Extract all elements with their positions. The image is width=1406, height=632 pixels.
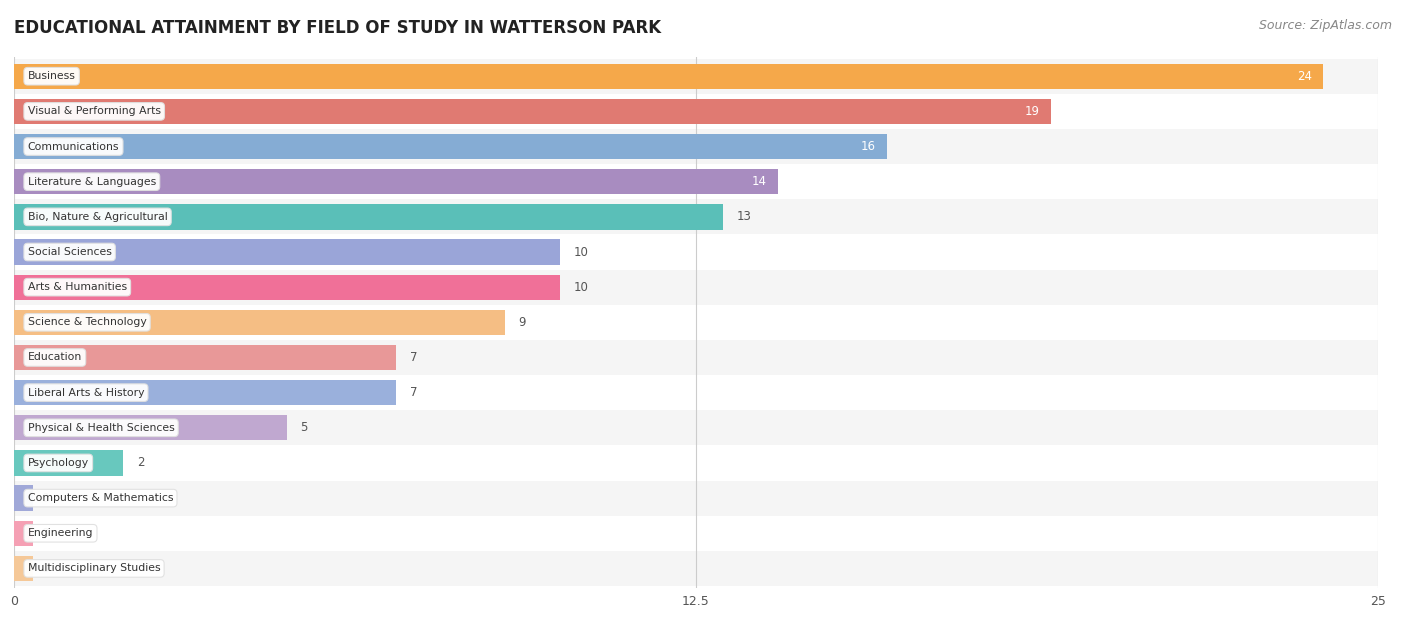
Text: Business: Business: [28, 71, 76, 82]
Bar: [14, 551, 1378, 586]
Text: Science & Technology: Science & Technology: [28, 317, 146, 327]
Text: Psychology: Psychology: [28, 458, 89, 468]
Text: Multidisciplinary Studies: Multidisciplinary Studies: [28, 563, 160, 573]
Bar: [14, 240, 560, 265]
Bar: [14, 450, 124, 476]
Text: Education: Education: [28, 353, 82, 363]
Text: Bio, Nature & Agricultural: Bio, Nature & Agricultural: [28, 212, 167, 222]
Bar: [14, 169, 778, 195]
Bar: [14, 410, 1378, 446]
Bar: [14, 204, 723, 229]
Bar: [14, 380, 396, 405]
Bar: [14, 375, 1378, 410]
Text: 9: 9: [519, 316, 526, 329]
Text: 10: 10: [574, 281, 588, 294]
Bar: [14, 270, 1378, 305]
Text: Social Sciences: Social Sciences: [28, 247, 111, 257]
Bar: [14, 521, 34, 546]
Text: Communications: Communications: [28, 142, 120, 152]
Text: 0: 0: [41, 526, 49, 540]
Text: 19: 19: [1025, 105, 1039, 118]
Bar: [14, 480, 1378, 516]
Bar: [14, 164, 1378, 199]
Bar: [14, 129, 1378, 164]
Text: Liberal Arts & History: Liberal Arts & History: [28, 387, 145, 398]
Text: 0: 0: [41, 492, 49, 504]
Bar: [14, 134, 887, 159]
Bar: [14, 99, 1050, 124]
Text: 16: 16: [860, 140, 876, 153]
Bar: [14, 59, 1378, 94]
Text: 0: 0: [41, 562, 49, 575]
Bar: [14, 340, 1378, 375]
Text: 24: 24: [1298, 70, 1312, 83]
Bar: [14, 415, 287, 441]
Text: 7: 7: [409, 386, 418, 399]
Text: Computers & Mathematics: Computers & Mathematics: [28, 493, 173, 503]
Text: 13: 13: [737, 210, 752, 223]
Text: 2: 2: [136, 456, 145, 470]
Text: Literature & Languages: Literature & Languages: [28, 177, 156, 186]
Bar: [14, 274, 560, 300]
Text: 5: 5: [301, 422, 308, 434]
Bar: [14, 199, 1378, 234]
Bar: [14, 310, 505, 335]
Text: Visual & Performing Arts: Visual & Performing Arts: [28, 106, 160, 116]
Bar: [14, 94, 1378, 129]
Bar: [14, 485, 34, 511]
Text: Arts & Humanities: Arts & Humanities: [28, 282, 127, 292]
Text: 10: 10: [574, 245, 588, 258]
Bar: [14, 446, 1378, 480]
Bar: [14, 64, 1323, 89]
Text: 7: 7: [409, 351, 418, 364]
Bar: [14, 556, 34, 581]
Bar: [14, 516, 1378, 551]
Text: Engineering: Engineering: [28, 528, 93, 538]
Text: Physical & Health Sciences: Physical & Health Sciences: [28, 423, 174, 433]
Bar: [14, 234, 1378, 270]
Bar: [14, 345, 396, 370]
Text: EDUCATIONAL ATTAINMENT BY FIELD OF STUDY IN WATTERSON PARK: EDUCATIONAL ATTAINMENT BY FIELD OF STUDY…: [14, 19, 661, 37]
Text: 14: 14: [752, 175, 766, 188]
Text: Source: ZipAtlas.com: Source: ZipAtlas.com: [1258, 19, 1392, 32]
Bar: [14, 305, 1378, 340]
